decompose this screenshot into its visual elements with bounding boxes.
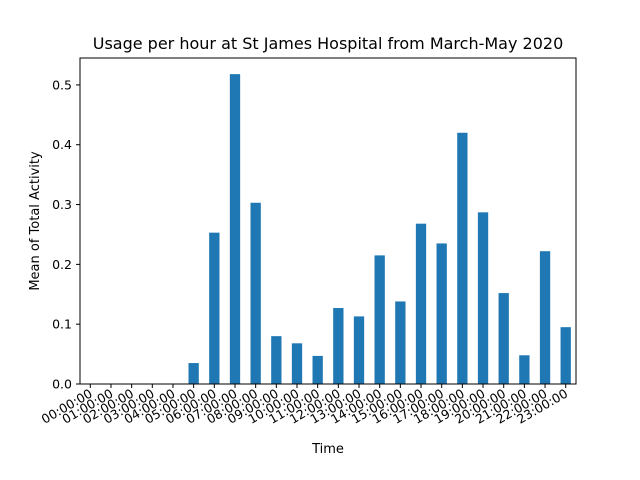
bar-09: [271, 336, 282, 384]
bar-13: [353, 316, 365, 384]
bar-17: [436, 243, 447, 384]
y-tick-label: 0.5: [52, 77, 72, 92]
y-tick-label: 0.4: [52, 137, 72, 152]
bar-08: [250, 202, 261, 384]
bar-07: [229, 74, 241, 385]
chart-title: Usage per hour at St James Hospital from…: [93, 34, 564, 53]
bar-05: [188, 363, 199, 384]
bar-18: [457, 132, 468, 384]
bar-15: [395, 301, 406, 384]
x-axis-label: Time: [311, 442, 344, 457]
bar-12: [333, 308, 344, 384]
bar-06: [209, 232, 220, 384]
plot-frame: [79, 57, 577, 385]
y-axis: 0.0 0.1 0.2 0.3 0.4 0.5: [52, 77, 80, 392]
bar-20: [498, 293, 509, 384]
y-tick-label: 0.0: [52, 377, 72, 392]
x-axis: 00:00:0001:00:0002:00:0003:00:0004:00:00…: [39, 384, 570, 427]
bar-19: [477, 212, 489, 384]
y-tick-label: 0.1: [52, 317, 72, 332]
bar-14: [374, 255, 385, 384]
bar-11: [312, 355, 323, 384]
y-axis-label: Mean of Total Activity: [28, 151, 43, 291]
bars-layer: [188, 74, 571, 385]
bar-10: [291, 343, 303, 384]
bar-16: [415, 223, 427, 384]
bar-22: [539, 251, 551, 384]
y-tick-label: 0.3: [52, 197, 72, 212]
y-tick-label: 0.2: [52, 257, 72, 272]
bar-21: [519, 355, 530, 384]
bar-23: [560, 327, 571, 384]
